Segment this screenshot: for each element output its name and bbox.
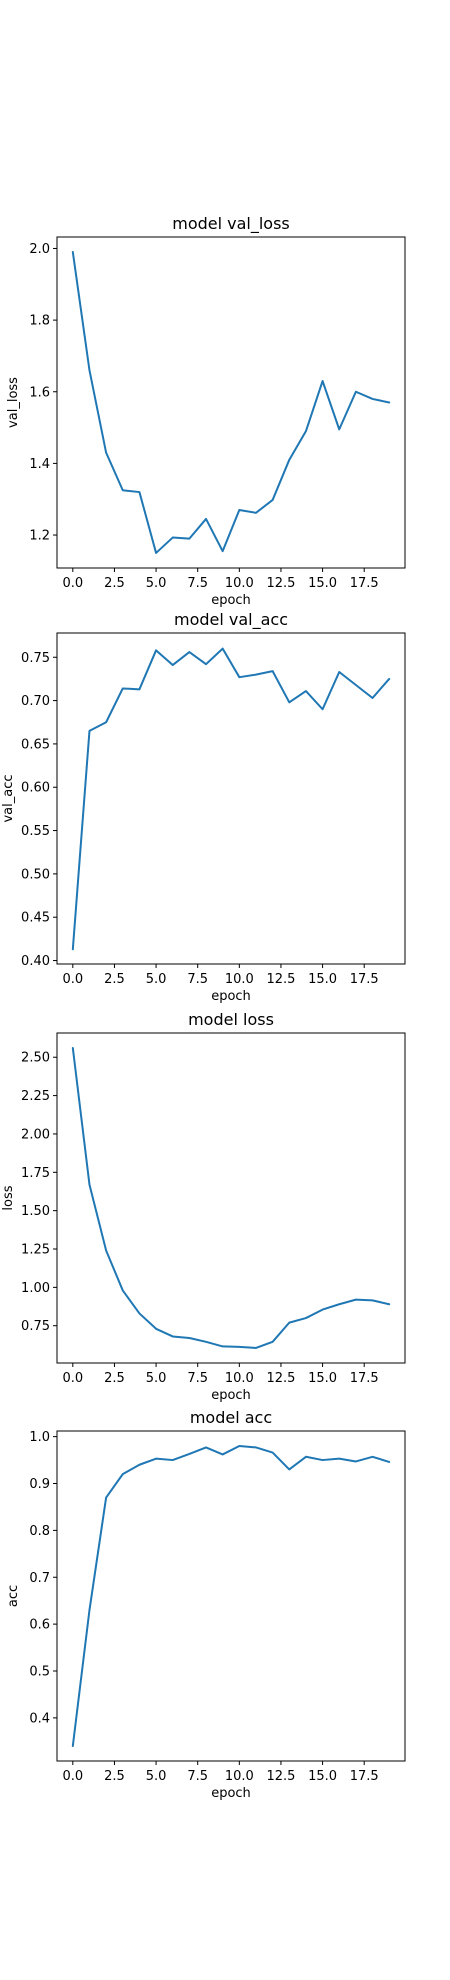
x-tick-label: 12.5 — [266, 576, 295, 591]
x-tick-label: 2.5 — [104, 972, 125, 987]
y-tick-label: 1.50 — [21, 1204, 50, 1219]
y-tick-label: 2.25 — [21, 1089, 50, 1104]
x-tick-label: 5.0 — [146, 972, 167, 987]
y-axis-label: val_loss — [6, 377, 21, 428]
x-tick-label: 7.5 — [187, 576, 208, 591]
y-tick-label: 0.55 — [21, 824, 50, 839]
x-axis-label: epoch — [211, 1786, 251, 1801]
y-tick-label: 1.4 — [29, 457, 50, 472]
y-tick-label: 1.0 — [29, 1430, 50, 1445]
y-tick-label: 0.65 — [21, 737, 50, 752]
y-tick-label: 0.6 — [29, 1618, 50, 1633]
x-tick-label: 0.0 — [62, 576, 83, 591]
plot-area-frame — [56, 1430, 406, 1762]
y-tick-label: 2.0 — [29, 242, 50, 257]
y-tick-label: 1.6 — [29, 385, 50, 400]
y-tick-label: 0.4 — [29, 1711, 50, 1726]
chart-title: model acc — [190, 1408, 272, 1427]
x-tick-label: 15.0 — [308, 1371, 337, 1386]
x-tick-label: 15.0 — [308, 972, 337, 987]
y-tick-label: 1.75 — [21, 1166, 50, 1181]
x-tick-label: 10.0 — [225, 1371, 254, 1386]
y-tick-label: 2.00 — [21, 1127, 50, 1142]
y-tick-label: 0.8 — [29, 1524, 50, 1539]
y-axis-label: loss — [1, 1185, 16, 1210]
chart-panel-3: model acc 0.0 2.5 5.0 7.5 10.0 12.5 15.0 17.5 0.4… — [6, 1408, 406, 1801]
x-tick-label: 5.0 — [146, 1769, 167, 1784]
chart-panel-1: model val_acc 0.0 2.5 5.0 7.5 10.0 12.5 15.0 17.… — [1, 610, 406, 1004]
y-tick-label: 1.25 — [21, 1243, 50, 1258]
y-tick-label: 0.5 — [29, 1665, 50, 1680]
plot-area-frame — [56, 1032, 406, 1364]
x-tick-label: 15.0 — [308, 1769, 337, 1784]
x-tick-label: 12.5 — [266, 972, 295, 987]
y-axis-label: acc — [6, 1585, 21, 1607]
series-line — [71, 647, 391, 951]
x-tick-label: 2.5 — [104, 1371, 125, 1386]
y-tick-label: 0.50 — [21, 867, 50, 882]
x-axis-label: epoch — [211, 989, 251, 1004]
y-tick-label: 0.40 — [21, 954, 50, 969]
x-axis-label: epoch — [211, 593, 251, 608]
plot-area-frame — [56, 632, 406, 965]
x-tick-label: 2.5 — [104, 1769, 125, 1784]
y-tick-label: 1.8 — [29, 314, 50, 329]
x-tick-label: 7.5 — [187, 1371, 208, 1386]
x-tick-label: 17.5 — [350, 1371, 379, 1386]
x-tick-label: 7.5 — [187, 972, 208, 987]
y-tick-label: 0.9 — [29, 1477, 50, 1492]
x-tick-label: 0.0 — [62, 972, 83, 987]
x-tick-label: 10.0 — [225, 1769, 254, 1784]
x-tick-label: 7.5 — [187, 1769, 208, 1784]
x-tick-label: 5.0 — [146, 576, 167, 591]
y-tick-label: 0.60 — [21, 781, 50, 796]
x-tick-label: 10.0 — [225, 576, 254, 591]
y-tick-label: 0.75 — [21, 651, 50, 666]
y-tick-label: 0.70 — [21, 694, 50, 709]
y-tick-label: 0.45 — [21, 911, 50, 926]
x-axis-label: epoch — [211, 1388, 251, 1403]
x-tick-label: 10.0 — [225, 972, 254, 987]
chart-title: model val_loss — [172, 214, 290, 234]
plot-area-frame — [56, 236, 406, 569]
x-tick-label: 17.5 — [350, 1769, 379, 1784]
x-tick-label: 15.0 — [308, 576, 337, 591]
y-tick-label: 0.7 — [29, 1571, 50, 1586]
y-tick-label: 1.2 — [29, 529, 50, 544]
x-tick-label: 12.5 — [266, 1769, 295, 1784]
x-tick-label: 0.0 — [62, 1769, 83, 1784]
series-line — [71, 1445, 391, 1747]
chart-title: model loss — [188, 1010, 274, 1029]
series-line — [71, 1047, 391, 1349]
y-tick-label: 1.00 — [21, 1281, 50, 1296]
y-tick-label: 2.50 — [21, 1051, 50, 1066]
chart-title: model val_acc — [174, 610, 288, 630]
y-axis-label: val_acc — [1, 774, 16, 822]
x-tick-label: 12.5 — [266, 1371, 295, 1386]
y-tick-label: 0.75 — [21, 1319, 50, 1334]
x-tick-label: 0.0 — [62, 1371, 83, 1386]
x-tick-label: 17.5 — [350, 972, 379, 987]
chart-panel-0: model val_loss 0.0 2.5 5.0 7.5 10.0 12.5 15.0 17… — [6, 214, 406, 608]
x-tick-label: 2.5 — [104, 576, 125, 591]
x-tick-label: 5.0 — [146, 1371, 167, 1386]
series-line — [71, 251, 391, 554]
x-tick-label: 17.5 — [350, 576, 379, 591]
chart-panel-2: model loss 0.0 2.5 5.0 7.5 10.0 12.5 15.0 17.5 0.… — [1, 1010, 406, 1403]
